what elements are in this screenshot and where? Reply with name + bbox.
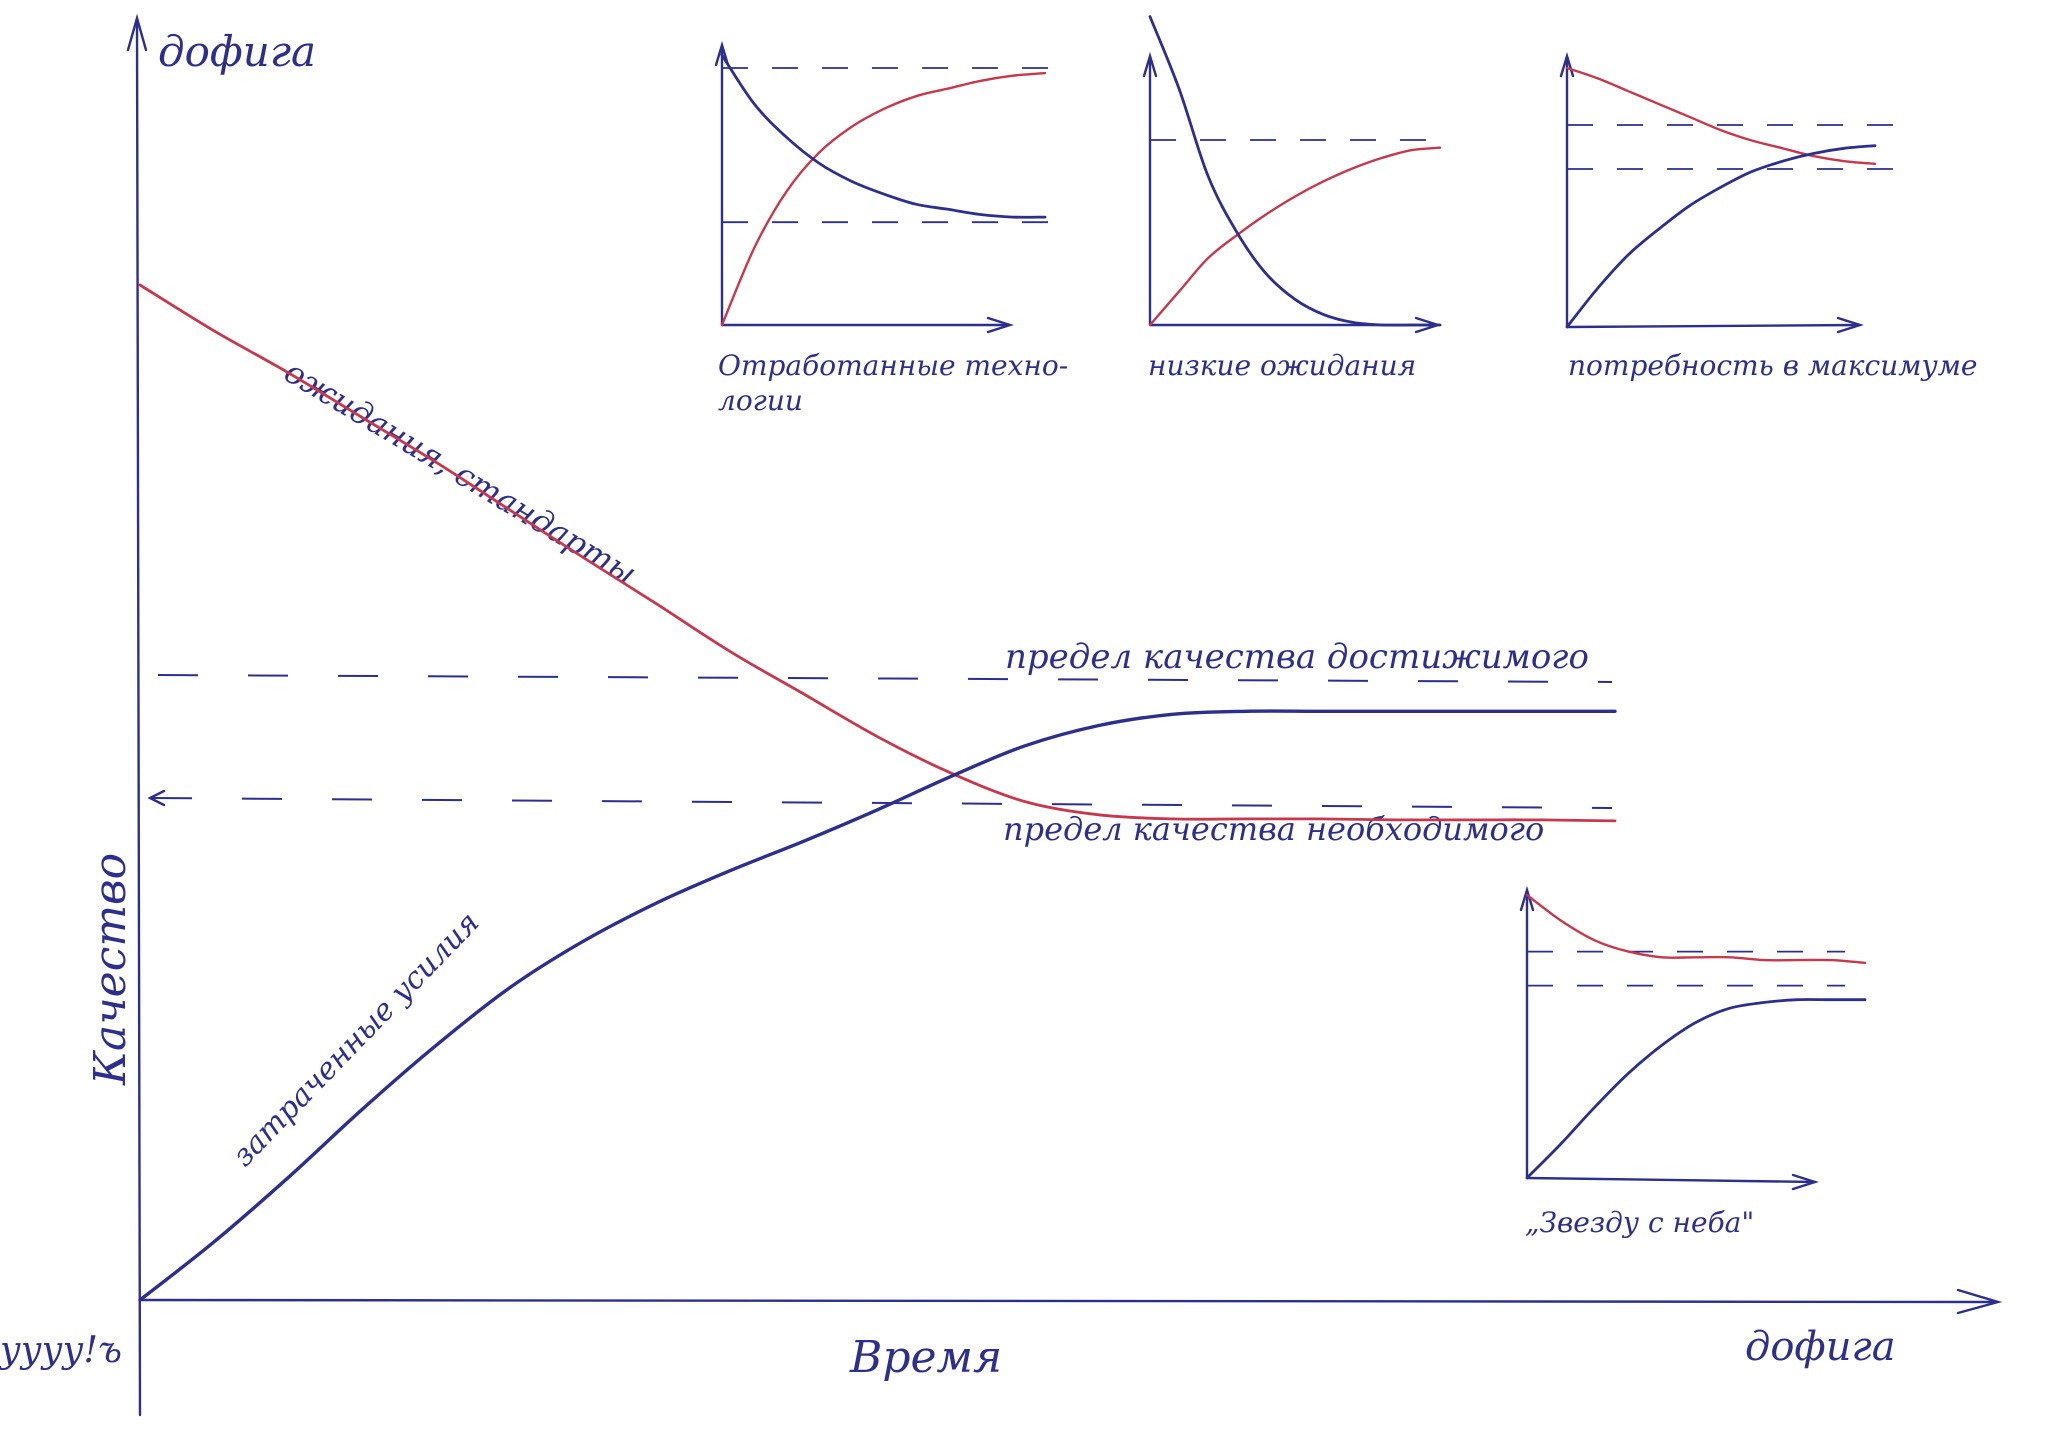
main-series-red-line [138, 283, 1617, 823]
inset-1-series-blue-line [720, 53, 1047, 219]
effort-label: затраченные усилия [226, 905, 487, 1173]
y-axis-label: Качество [85, 853, 136, 1086]
x-axis-end-label: дофига [1745, 1324, 1896, 1370]
inset-2-caption: низкие ожидания [1148, 349, 1416, 382]
main-series-blue-line [138, 709, 1617, 1302]
y-axis-top-label: дофига [158, 27, 316, 76]
inset-2-series-red-line [1148, 146, 1442, 327]
inset-1-x-arrow [986, 316, 1014, 334]
required-limit-label: предел качества необходимого [1003, 810, 1544, 848]
achievable-limit-line [157, 674, 1613, 683]
inset-1-caption-line-1: Отработанные техно- [718, 349, 1068, 382]
inset-3-series-red-line [1565, 66, 1877, 165]
inset-chart-star-from-sky: „Звезду с неба" [1519, 885, 1819, 1239]
inset-2-y-arrow [1142, 51, 1158, 78]
x-origin-label: уууу!ъ [0, 1330, 122, 1371]
x-axis-label: Время [849, 1332, 1002, 1383]
inset-4-series-blue-line [1525, 998, 1867, 1180]
inset-3-series-blue-line [1565, 144, 1877, 329]
required-limit-line [151, 797, 1613, 809]
inset-chart-mastered-technologies: Отработанные техно- логии [714, 40, 1068, 417]
inset-4-y-arrow [1519, 885, 1535, 912]
inset-4-x-axis [1525, 1176, 1817, 1184]
inset-4-x-arrow [1791, 1173, 1819, 1191]
inset-3-x-axis [1565, 323, 1862, 329]
required-limit-arrow [147, 789, 166, 807]
series-layer [138, 15, 1905, 1302]
expectations-label: ожидания, стандарты [278, 352, 643, 592]
inset-1-y-arrow [714, 40, 730, 67]
inset-1-caption-line-2: логии [718, 384, 803, 417]
y-axis-arrow-head [126, 13, 148, 52]
achievable-limit-label: предел качества достижимого [1005, 637, 1589, 677]
x-axis-arrow-head [1956, 1288, 2003, 1315]
y-axis [135, 18, 142, 1417]
inset-1-series-red-line [720, 71, 1047, 327]
inset-chart-need-for-maximum: потребность в максимуме [1559, 51, 1978, 382]
inset-4-series-red-line [1525, 893, 1867, 965]
inset-4-caption: „Звезду с неба" [1525, 1206, 1754, 1239]
x-axis [138, 1298, 1998, 1304]
inset-2-series-blue-line [1148, 15, 1442, 327]
inset-3-caption: потребность в максимуме [1568, 349, 1978, 382]
inset-chart-low-expectations: низкие ожидания [1142, 51, 1442, 382]
inset-3-x-arrow [1836, 316, 1864, 334]
